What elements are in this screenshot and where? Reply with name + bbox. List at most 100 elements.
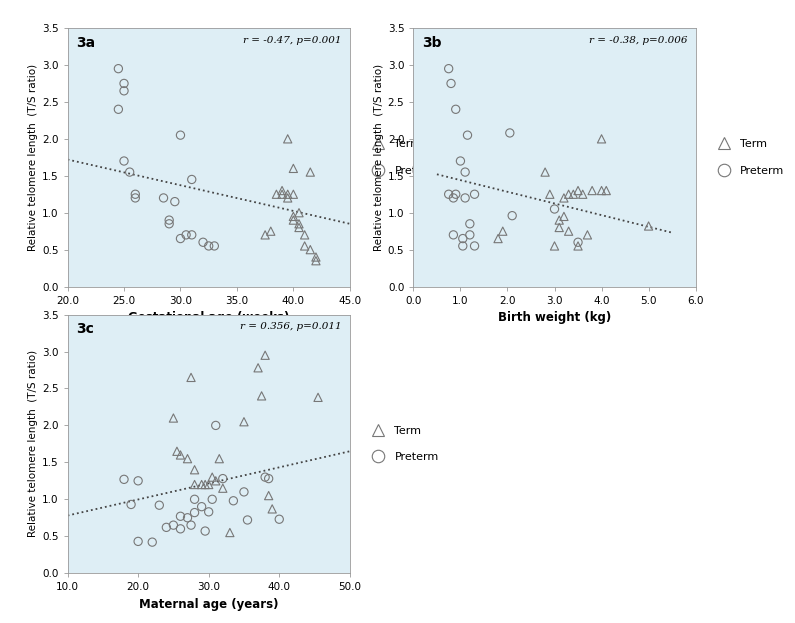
Point — [132, 476, 145, 486]
Point — [463, 219, 476, 229]
Point — [259, 350, 272, 360]
Point — [447, 230, 460, 240]
Point — [146, 537, 159, 547]
Point — [444, 78, 457, 88]
Text: r = -0.38, p=0.006: r = -0.38, p=0.006 — [588, 36, 687, 45]
Point — [468, 189, 481, 199]
Point — [265, 226, 277, 236]
Legend: Term, Preterm: Term, Preterm — [366, 426, 439, 462]
Point — [199, 526, 211, 536]
Point — [600, 186, 613, 196]
Point — [312, 392, 324, 402]
Point — [266, 504, 278, 514]
Point — [213, 454, 226, 464]
Point — [456, 234, 469, 244]
Point — [174, 450, 187, 460]
Text: r = -0.47, p=0.001: r = -0.47, p=0.001 — [242, 36, 341, 45]
Point — [241, 515, 254, 525]
Point — [118, 86, 130, 96]
Point — [223, 528, 236, 538]
Point — [169, 197, 181, 207]
Point — [309, 255, 322, 265]
Point — [216, 483, 229, 493]
Point — [449, 104, 462, 114]
Point — [188, 480, 201, 490]
Point — [163, 215, 176, 225]
Point — [196, 237, 209, 247]
X-axis label: Gestational age (weeks): Gestational age (weeks) — [128, 311, 289, 324]
Point — [273, 514, 285, 524]
Point — [125, 500, 138, 510]
Text: r = 0.356, p=0.011: r = 0.356, p=0.011 — [240, 322, 341, 331]
Point — [255, 391, 268, 401]
Point — [174, 511, 187, 521]
Y-axis label: Relative telomere length  (T/S ratio): Relative telomere length (T/S ratio) — [28, 350, 37, 538]
Point — [287, 189, 300, 199]
Point — [188, 508, 201, 518]
Point — [185, 174, 198, 184]
Point — [167, 413, 180, 423]
Y-axis label: Relative telomere length  (T/S ratio): Relative telomere length (T/S ratio) — [28, 64, 37, 251]
Point — [642, 221, 655, 231]
Point — [442, 189, 455, 199]
Point — [572, 241, 584, 251]
Point — [171, 446, 184, 456]
Point — [298, 241, 311, 251]
Point — [216, 473, 229, 483]
Point — [252, 363, 265, 373]
Point — [188, 465, 201, 475]
Point — [304, 167, 316, 177]
Point — [181, 513, 194, 523]
Point — [586, 186, 599, 196]
Point — [293, 207, 305, 217]
Point — [595, 186, 608, 196]
Point — [539, 167, 552, 177]
Point — [196, 480, 208, 490]
Point — [281, 134, 294, 144]
Point — [293, 222, 305, 232]
Point — [129, 193, 142, 203]
Point — [506, 211, 518, 221]
Point — [196, 502, 208, 511]
Point — [454, 156, 467, 166]
Point — [258, 230, 271, 240]
Point — [153, 500, 165, 510]
Point — [491, 234, 504, 244]
Point — [206, 494, 219, 504]
Point — [461, 130, 474, 140]
X-axis label: Birth weight (kg): Birth weight (kg) — [498, 311, 611, 324]
Point — [298, 230, 311, 240]
Point — [304, 245, 316, 255]
Point — [262, 473, 275, 483]
Point — [276, 186, 289, 196]
Y-axis label: Relative telomere length  (T/S ratio): Relative telomere length (T/S ratio) — [374, 64, 383, 251]
Legend: Term, Preterm: Term, Preterm — [366, 139, 439, 176]
Point — [123, 167, 136, 177]
Point — [293, 219, 305, 229]
Point — [459, 193, 471, 203]
Point — [553, 222, 565, 232]
Point — [129, 189, 142, 199]
Point — [562, 189, 575, 199]
Point — [595, 134, 608, 144]
Point — [157, 193, 170, 203]
Point — [287, 215, 300, 225]
Point — [281, 189, 294, 199]
Point — [456, 241, 469, 251]
Point — [262, 491, 275, 501]
Point — [468, 241, 481, 251]
Point — [112, 64, 125, 74]
Point — [572, 186, 584, 196]
Point — [160, 522, 173, 532]
Point — [202, 507, 215, 517]
Point — [459, 167, 471, 177]
Point — [549, 241, 561, 251]
Point — [281, 193, 294, 203]
Point — [442, 64, 455, 74]
Point — [562, 226, 575, 236]
Point — [238, 417, 250, 427]
Point — [202, 480, 215, 490]
Point — [259, 472, 272, 482]
Point — [287, 211, 300, 221]
Point — [496, 226, 509, 236]
